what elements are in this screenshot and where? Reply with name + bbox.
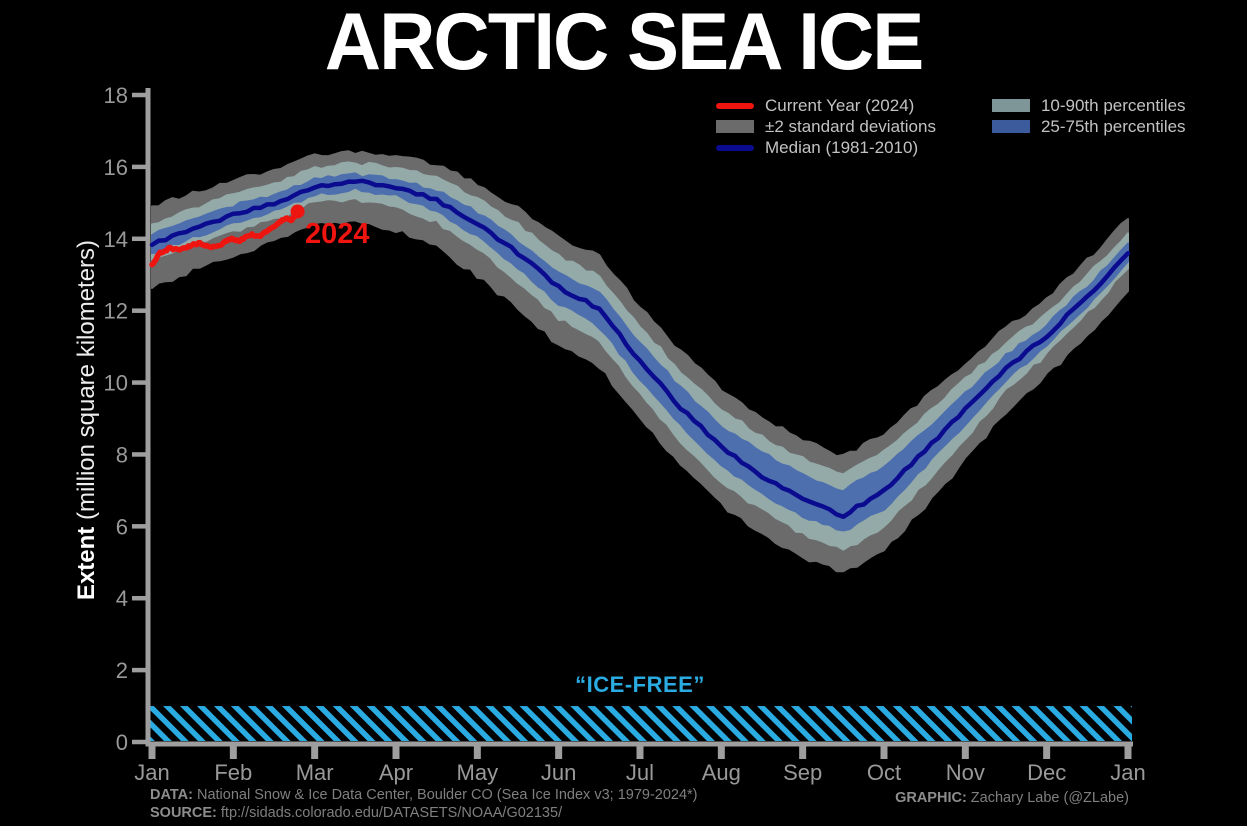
- legend-item-std-deviations: ±2 standard deviations: [716, 117, 936, 136]
- page-title: ARCTIC SEA ICE: [324, 0, 925, 87]
- current-year-end-dot: [290, 204, 305, 219]
- data-credit-line: DATA: National Snow & Ice Data Center, B…: [150, 786, 698, 804]
- legend-label: Median (1981-2010): [765, 138, 919, 157]
- legend-label: 25-75th percentiles: [1040, 117, 1186, 136]
- source-credit-line: SOURCE: ftp://sidads.colorado.edu/DATASE…: [150, 804, 698, 822]
- p25-75-band: [151, 172, 1129, 532]
- legend-column-left: Current Year (2024) ±2 standard deviatio…: [716, 96, 936, 157]
- y-tick-label: 6: [116, 514, 128, 539]
- x-tick-label: May: [457, 760, 499, 785]
- current-year-line: [149, 208, 301, 268]
- y-axis-label-units: (million square kilometers): [73, 239, 100, 527]
- y-tick-label: 16: [104, 155, 128, 180]
- x-tick-label: Aug: [702, 760, 741, 785]
- legend-label: ±2 standard deviations: [765, 117, 936, 136]
- source-credit-text: ftp://sidads.colorado.edu/DATASETS/NOAA/…: [216, 805, 563, 821]
- x-tick-label: Jan: [134, 760, 169, 785]
- y-tick-label: 4: [116, 586, 128, 611]
- y-tick-label: 12: [104, 299, 128, 324]
- x-tick-label: Oct: [867, 760, 901, 785]
- y-axis-label-bold: Extent: [73, 526, 100, 601]
- graphic-credit-label: GRAPHIC:: [895, 790, 967, 806]
- median-line-swatch: [716, 144, 754, 151]
- legend-item-10-90-percentiles: 10-90th percentiles: [991, 96, 1186, 115]
- legend-item-current-year: Current Year (2024): [716, 96, 936, 115]
- y-tick-label: 8: [116, 442, 128, 467]
- y-tick-label: 0: [116, 730, 128, 755]
- median-line: [149, 178, 1131, 520]
- percentile-10-90-box-swatch: [991, 99, 1030, 112]
- current-year-line-swatch: [716, 102, 754, 109]
- ice-free-annotation: “ICE-FREE”: [575, 672, 705, 697]
- y-tick-label: 2: [116, 658, 128, 683]
- y-tick-label: 14: [104, 227, 128, 252]
- y-tick-label: 10: [104, 371, 128, 396]
- graphic-credit: GRAPHIC: Zachary Labe (@ZLabe): [895, 790, 1129, 806]
- ice-free-hatch-band: [150, 706, 1132, 741]
- legend-label: 10-90th percentiles: [1040, 96, 1186, 115]
- std-deviation-box-swatch: [716, 120, 754, 133]
- current-year-annotation: 2024: [305, 218, 370, 250]
- chart-legend: Current Year (2024) ±2 standard deviatio…: [716, 96, 1186, 157]
- legend-item-25-75-percentiles: 25-75th percentiles: [991, 117, 1186, 136]
- percentile-25-75-box-swatch: [991, 120, 1030, 133]
- legend-label: Current Year (2024): [765, 96, 915, 115]
- graphic-credit-text: Zachary Labe (@ZLabe): [966, 790, 1129, 806]
- x-tick-label: Jan: [1110, 760, 1145, 785]
- x-tick-label: Jul: [626, 760, 654, 785]
- y-axis-label: Extent (million square kilometers): [73, 90, 105, 750]
- data-credit-label: DATA:: [150, 787, 193, 803]
- x-tick-label: Mar: [296, 760, 334, 785]
- data-credit-text: National Snow & Ice Data Center, Boulder…: [192, 787, 698, 803]
- x-tick-label: Nov: [946, 760, 985, 785]
- y-tick-label: 18: [104, 83, 128, 108]
- x-tick-label: Dec: [1027, 760, 1066, 785]
- legend-column-right: 10-90th percentiles 25-75th percentiles: [991, 96, 1186, 157]
- legend-item-median: Median (1981-2010): [716, 138, 936, 157]
- data-source-credits: DATA: National Snow & Ice Data Center, B…: [150, 786, 698, 822]
- x-tick-label: Sep: [783, 760, 822, 785]
- x-tick-label: Apr: [379, 760, 413, 785]
- source-credit-label: SOURCE:: [150, 805, 217, 821]
- x-tick-label: Jun: [541, 760, 576, 785]
- x-tick-label: Feb: [214, 760, 252, 785]
